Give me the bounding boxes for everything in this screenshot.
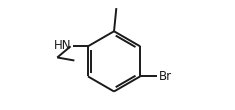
Text: HN: HN [54, 39, 72, 52]
Text: Br: Br [159, 70, 172, 83]
